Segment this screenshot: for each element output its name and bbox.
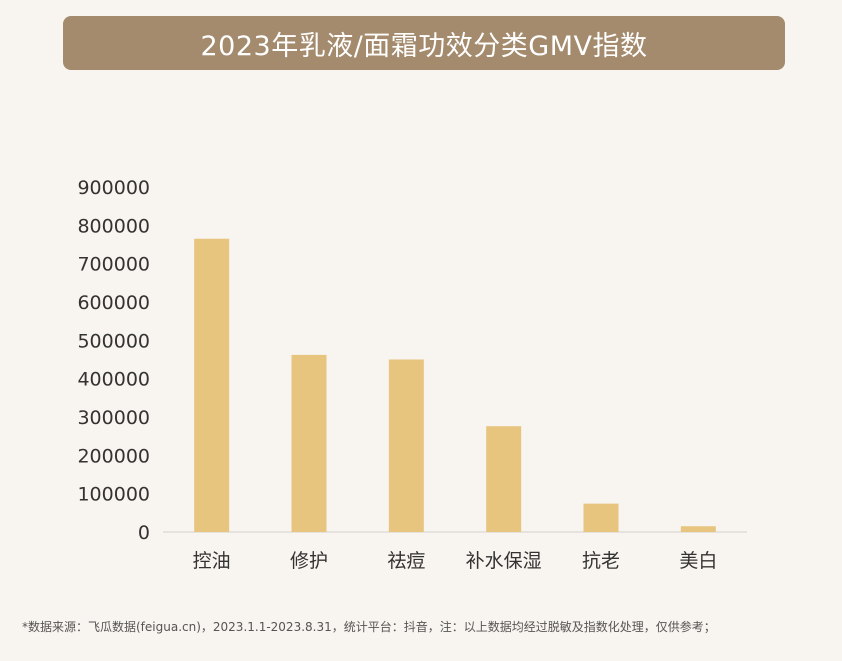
- x-tick-label: 控油: [193, 550, 231, 572]
- title-banner: 2023年乳液/面霜功效分类GMV指数: [63, 16, 785, 70]
- bar: [680, 526, 716, 532]
- y-tick-label: 600000: [77, 292, 150, 314]
- y-tick-label: 300000: [77, 407, 150, 429]
- y-tick-label: 100000: [77, 484, 150, 506]
- chart-title: 2023年乳液/面霜功效分类GMV指数: [200, 30, 648, 62]
- y-tick-label: 700000: [77, 254, 150, 276]
- bar: [388, 359, 424, 532]
- bar: [583, 503, 619, 532]
- y-tick-label: 200000: [77, 445, 150, 467]
- x-tick-label: 美白: [679, 550, 717, 572]
- x-tick-label: 抗老: [582, 550, 620, 572]
- y-tick-label: 900000: [77, 177, 150, 199]
- y-tick-label: 400000: [77, 369, 150, 391]
- footnote: *数据来源：飞瓜数据(feigua.cn)，2023.1.1-2023.8.31…: [22, 620, 716, 634]
- bar: [291, 354, 327, 532]
- y-tick-label: 800000: [77, 215, 150, 237]
- x-tick-label: 补水保湿: [466, 550, 542, 572]
- bar: [486, 426, 522, 532]
- bar: [194, 238, 230, 532]
- x-tick-label: 祛痘: [387, 550, 425, 572]
- x-tick-label: 修护: [290, 550, 328, 572]
- y-tick-label: 500000: [77, 330, 150, 352]
- y-tick-label: 0: [138, 522, 150, 544]
